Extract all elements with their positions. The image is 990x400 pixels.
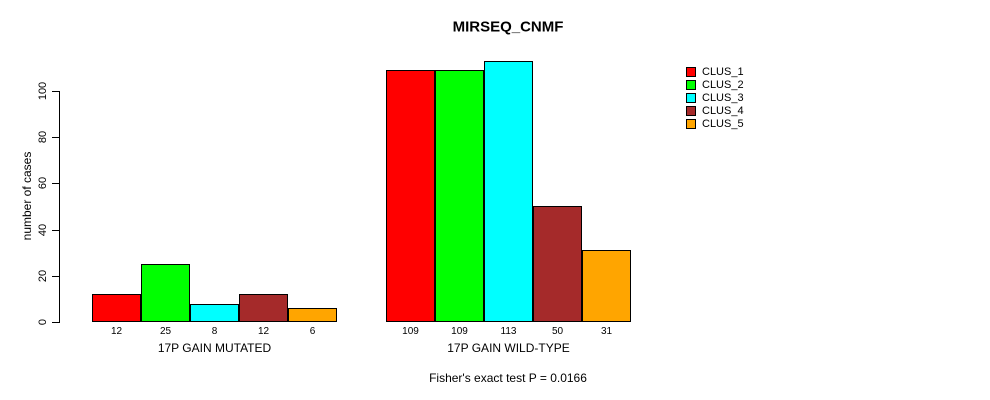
y-tick [52,137,59,138]
bar-value-label: 109 [402,326,419,337]
y-tick [52,230,59,231]
bar [141,264,190,322]
y-tick [52,276,59,277]
legend-item: CLUS_5 [686,118,744,130]
bar-value-label: 12 [257,326,270,337]
chart-title: MIRSEQ_CNMF [452,18,564,36]
bar-value-label: 109 [451,326,468,337]
legend-label: CLUS_3 [702,92,744,104]
bar [288,308,337,322]
y-tick [52,183,59,184]
legend-swatch [686,80,696,90]
y-tick-label: 80 [37,130,49,144]
legend-item: CLUS_2 [686,79,744,91]
legend-label: CLUS_1 [702,66,744,78]
y-tick-label: 40 [37,223,49,237]
bar [190,304,239,322]
legend-item: CLUS_1 [686,66,744,78]
bar-value-label: 12 [110,326,123,337]
y-tick-label: 20 [37,269,49,283]
y-axis-label: number of cases [20,151,34,241]
legend-item: CLUS_3 [686,92,744,104]
bar [484,61,533,322]
y-tick-label: 60 [37,176,49,190]
legend-label: CLUS_5 [702,118,744,130]
bar [92,294,141,322]
legend-swatch [686,106,696,116]
legend-swatch [686,93,696,103]
bar [239,294,288,322]
y-tick-label: 0 [37,318,49,326]
y-tick-label: 100 [37,81,49,101]
bar-value-label: 50 [551,326,564,337]
bar [533,206,582,322]
bar [582,250,631,322]
y-axis-line [59,91,60,323]
legend-swatch [686,119,696,129]
bar [435,70,484,322]
y-tick [52,322,59,323]
y-tick [52,91,59,92]
legend-swatch [686,67,696,77]
bar-value-label: 25 [159,326,172,337]
bar-value-label: 6 [309,326,316,337]
bar-value-label: 113 [500,326,517,337]
bar [386,70,435,322]
group-label: 17P GAIN MUTATED [157,341,272,355]
bar-value-label: 8 [211,326,218,337]
bar-value-label: 31 [600,326,613,337]
legend-item: CLUS_4 [686,105,744,117]
legend-label: CLUS_4 [702,105,744,117]
footer-caption: Fisher's exact test P = 0.0166 [429,371,587,385]
group-label: 17P GAIN WILD-TYPE [447,341,570,355]
legend-label: CLUS_2 [702,79,744,91]
